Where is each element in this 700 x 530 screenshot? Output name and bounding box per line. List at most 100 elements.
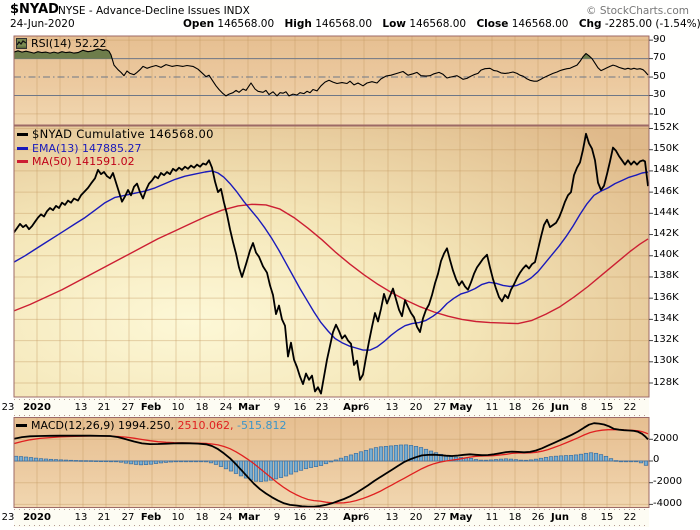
date-tick-2020: 2020: [23, 401, 51, 413]
date-tick-bottom-Apr: Apr: [343, 511, 363, 523]
price-legend: $NYAD Cumulative 146568.00 EMA(13) 14788…: [17, 127, 214, 169]
main-ytick-142K: 142K: [653, 228, 679, 240]
close-value: 146568.00: [511, 18, 569, 30]
date-tick-23: 23: [1, 401, 15, 413]
date-tick-bottom-Feb: Feb: [140, 511, 162, 523]
chart-date: 24-Jun-2020: [10, 18, 75, 30]
rsi-ytick-10: 10: [653, 107, 666, 119]
high-value: 146568.00: [315, 18, 373, 30]
date-tick-bottom-18: 18: [508, 511, 522, 523]
ma-line-swatch-icon: [17, 160, 28, 163]
main-ytick-128K: 128K: [653, 376, 679, 388]
rsi-ytick-50: 50: [653, 70, 666, 82]
date-tick-bottom-27: 27: [121, 511, 135, 523]
date-tick-bottom-27: 27: [433, 511, 447, 523]
date-tick-bottom-9: 9: [273, 511, 281, 523]
date-tick-bottom-13: 13: [385, 511, 399, 523]
close-label: Close: [476, 18, 509, 30]
indicator-chart-icon: [16, 38, 27, 49]
rsi-ytick-30: 30: [653, 88, 666, 100]
date-tick-bottom-Mar: Mar: [238, 511, 260, 523]
date-tick-bottom-23: 23: [315, 511, 329, 523]
date-tick-bottom-Jun: Jun: [551, 511, 569, 523]
date-tick-27: 27: [121, 401, 135, 413]
date-tick-bottom-21: 21: [97, 511, 111, 523]
date-tick-bottom-22: 22: [623, 511, 637, 523]
macd-signal-value: 2510.062,: [177, 419, 234, 432]
ma-legend-row: MA(50) 141591.02: [17, 155, 214, 169]
rsi-ytick-90: 90: [653, 33, 666, 45]
date-tick-16: 16: [293, 401, 307, 413]
price-legend-row: $NYAD Cumulative 146568.00: [17, 127, 214, 142]
date-tick-11: 11: [485, 401, 499, 413]
date-tick-bottom-13: 13: [74, 511, 88, 523]
low-value: 146568.00: [409, 18, 467, 30]
date-tick-9: 9: [273, 401, 281, 413]
date-tick-bottom-26: 26: [531, 511, 545, 523]
date-tick-22: 22: [623, 401, 637, 413]
date-tick-bottom-15: 15: [600, 511, 614, 523]
date-tick-10: 10: [171, 401, 185, 413]
macd-ytick--4000: -4000: [653, 497, 683, 509]
main-ytick-150K: 150K: [653, 143, 679, 155]
date-tick-Apr: Apr: [343, 401, 363, 413]
date-tick-bottom-20: 20: [409, 511, 423, 523]
main-ytick-132K: 132K: [653, 334, 679, 346]
main-ytick-134K: 134K: [653, 312, 679, 324]
copyright-text: © StockCharts.com: [586, 5, 689, 17]
ema-legend-label: EMA(13) 147885.27: [32, 141, 142, 155]
date-tick-27: 27: [433, 401, 447, 413]
rsi-panel-bg: [14, 36, 649, 125]
date-tick-Mar: Mar: [238, 401, 260, 413]
date-tick-Jun: Jun: [551, 401, 569, 413]
date-tick-13: 13: [74, 401, 88, 413]
date-tick-20: 20: [409, 401, 423, 413]
date-tick-May: May: [449, 401, 473, 413]
date-tick-18: 18: [195, 401, 209, 413]
ohlc-readout: Open 146568.00 High 146568.00 Low 146568…: [183, 18, 700, 30]
main-ytick-152K: 152K: [653, 122, 679, 133]
main-ytick-138K: 138K: [653, 270, 679, 282]
main-ytick-148K: 148K: [653, 164, 679, 176]
rsi-legend-label: RSI(14) 52.22: [31, 37, 107, 50]
main-ytick-136K: 136K: [653, 291, 679, 303]
date-tick-bottom-10: 10: [171, 511, 185, 523]
date-tick-bottom-11: 11: [485, 511, 499, 523]
macd-legend: MACD(12,26,9) 1994.250, 2510.062, -515.8…: [16, 419, 286, 432]
macd-ytick--2000: -2000: [653, 476, 683, 488]
macd-legend-label: MACD(12,26,9) 1994.250,: [31, 419, 175, 432]
date-tick-13: 13: [385, 401, 399, 413]
date-tick-bottom-16: 16: [293, 511, 307, 523]
ma-legend-label: MA(50) 141591.02: [32, 155, 135, 168]
main-ytick-146K: 146K: [653, 185, 679, 197]
macd-ytick-2000: 2000: [653, 432, 679, 444]
date-strip-top-bg: [14, 398, 649, 417]
date-tick-Feb: Feb: [140, 401, 162, 413]
rsi-legend: RSI(14) 52.22: [16, 37, 106, 50]
ema-line-swatch-icon: [17, 146, 28, 150]
date-tick-bottom-2020: 2020: [23, 511, 51, 523]
date-tick-15: 15: [600, 401, 614, 413]
rsi-ytick-70: 70: [653, 52, 666, 64]
ema-legend-row: EMA(13) 147885.27: [17, 142, 214, 156]
open-label: Open: [183, 18, 215, 30]
date-tick-bottom-24: 24: [219, 511, 233, 523]
chg-label: Chg: [578, 18, 602, 30]
date-tick-6: 6: [362, 401, 370, 413]
symbol-name: NYSE - Advance-Decline Issues INDX: [58, 5, 250, 17]
main-ytick-130K: 130K: [653, 355, 679, 367]
date-tick-26: 26: [531, 401, 545, 413]
date-tick-23: 23: [315, 401, 329, 413]
chg-value: -2285.00 (-1.54%): [604, 18, 700, 30]
date-strip-bottom-bg: [14, 508, 649, 527]
date-tick-21: 21: [97, 401, 111, 413]
main-panel-bg: [14, 126, 649, 397]
price-legend-label: $NYAD Cumulative 146568.00: [32, 127, 214, 141]
high-label: High: [284, 18, 312, 30]
date-tick-bottom-8: 8: [580, 511, 588, 523]
date-tick-8: 8: [580, 401, 588, 413]
price-line-swatch-icon: [17, 133, 28, 136]
symbol-title: $NYAD: [10, 2, 59, 17]
